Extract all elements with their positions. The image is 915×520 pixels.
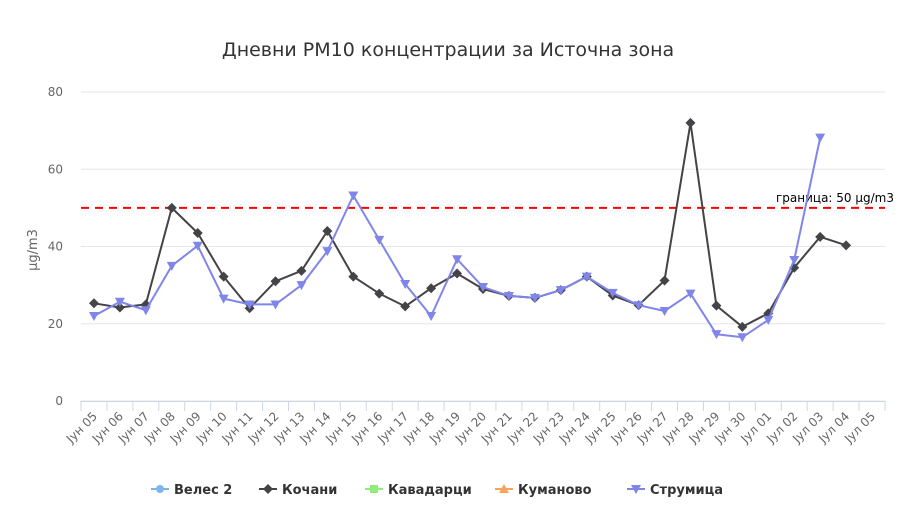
legend-marker: [499, 484, 509, 493]
legend-item[interactable]: Кавадарци: [365, 483, 472, 498]
legend-item[interactable]: Велес 2: [151, 483, 232, 498]
data-point[interactable]: [711, 300, 722, 311]
y-tick-label: 80: [48, 85, 63, 99]
y-tick-label: 0: [55, 394, 63, 408]
legend-marker: [631, 485, 641, 494]
data-point[interactable]: [270, 300, 281, 310]
data-point[interactable]: [581, 272, 592, 282]
data-point[interactable]: [192, 227, 203, 238]
series-4: [88, 133, 826, 343]
data-point[interactable]: [529, 293, 540, 303]
data-point[interactable]: [659, 307, 670, 317]
data-point[interactable]: [218, 294, 229, 304]
series-1: [88, 117, 852, 332]
legend-label: Кавадарци: [388, 483, 472, 498]
data-point[interactable]: [452, 268, 463, 279]
data-point[interactable]: [192, 241, 203, 251]
legend-label: Велес 2: [174, 483, 232, 498]
chart-title: Дневни PM10 концентрации за Источна зона: [222, 39, 674, 61]
data-point[interactable]: [374, 235, 385, 245]
data-point[interactable]: [789, 256, 800, 266]
legend-item[interactable]: Кочани: [259, 483, 337, 498]
data-point[interactable]: [114, 297, 125, 307]
data-point[interactable]: [737, 333, 748, 343]
y-axis: 0 20 40 60 80: [48, 85, 63, 408]
legend-marker: [370, 485, 378, 493]
data-point[interactable]: [659, 275, 670, 286]
data-point[interactable]: [685, 117, 696, 128]
data-point[interactable]: [478, 283, 488, 293]
grid: [81, 91, 885, 402]
y-tick-label: 40: [48, 240, 63, 254]
legend-marker: [263, 484, 273, 494]
legend-item[interactable]: Куманово: [495, 483, 592, 498]
y-tick-label: 20: [48, 317, 63, 331]
data-point[interactable]: [270, 276, 281, 287]
legend-label: Куманово: [518, 483, 592, 498]
data-point[interactable]: [322, 247, 333, 257]
data-point[interactable]: [296, 281, 307, 291]
legend-label: Кочани: [282, 483, 337, 498]
data-point[interactable]: [244, 300, 255, 310]
data-point[interactable]: [166, 202, 177, 213]
data-point[interactable]: [88, 312, 99, 322]
legend[interactable]: Велес 2 Кочани Кавадарци Куманово Струмица: [151, 483, 723, 498]
plot-lines: граница: 50 µg/m3: [81, 191, 894, 209]
y-axis-label: µg/m3: [26, 229, 41, 271]
data-point[interactable]: [737, 321, 748, 332]
limit-line-label: граница: 50 µg/m3: [776, 191, 894, 205]
data-point[interactable]: [711, 330, 722, 340]
data-point[interactable]: [400, 279, 411, 289]
data-point[interactable]: [218, 271, 229, 282]
data-point[interactable]: [763, 315, 774, 325]
data-point[interactable]: [140, 306, 151, 316]
legend-label: Струмица: [650, 483, 723, 498]
data-point[interactable]: [815, 133, 826, 143]
data-point[interactable]: [633, 301, 644, 311]
data-point[interactable]: [685, 289, 696, 299]
data-point[interactable]: [114, 302, 125, 313]
data-point[interactable]: [400, 301, 411, 312]
data-point[interactable]: [426, 283, 437, 294]
data-point[interactable]: [426, 312, 437, 322]
series-group: [88, 117, 852, 343]
data-point[interactable]: [348, 191, 359, 201]
data-point[interactable]: [166, 261, 177, 271]
series-line: [93, 121, 847, 328]
data-point[interactable]: [348, 271, 359, 282]
data-point[interactable]: [374, 288, 385, 299]
series-line: [93, 137, 822, 339]
data-point[interactable]: [841, 240, 852, 251]
data-point[interactable]: [503, 291, 514, 301]
data-point[interactable]: [88, 298, 99, 309]
data-point[interactable]: [296, 265, 307, 276]
legend-item[interactable]: Струмица: [627, 483, 723, 498]
legend-marker: [156, 485, 164, 493]
y-tick-label: 60: [48, 162, 63, 176]
data-point[interactable]: [452, 255, 463, 265]
data-point[interactable]: [607, 288, 618, 298]
data-point[interactable]: [322, 226, 333, 237]
data-point[interactable]: [555, 286, 566, 296]
data-point[interactable]: [815, 231, 826, 242]
